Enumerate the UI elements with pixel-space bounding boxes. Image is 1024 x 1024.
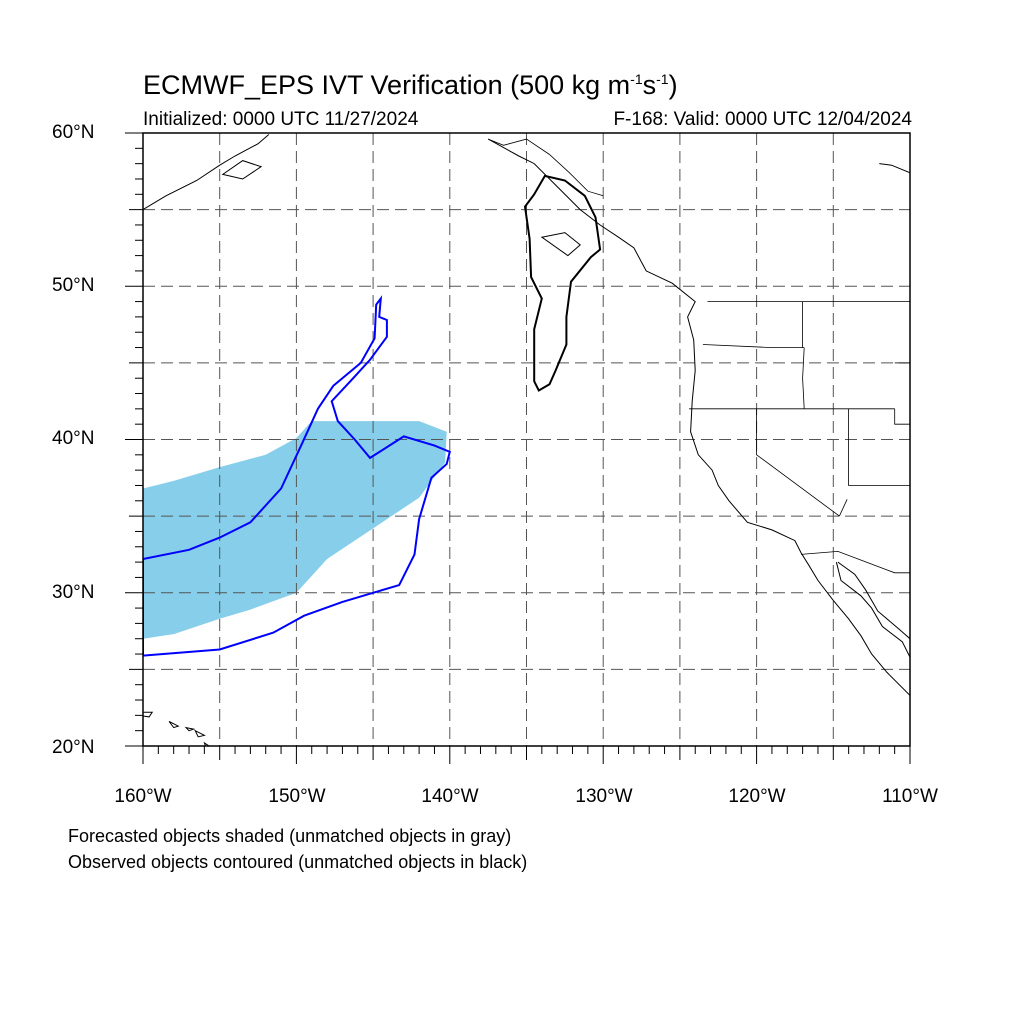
lon-label-130w: 130°W: [575, 786, 633, 807]
state-border: [802, 347, 805, 409]
lat-label-50: 50°N: [52, 275, 95, 296]
legend-observed-note: Observed objects contoured (unmatched ob…: [68, 852, 528, 872]
state-border: [756, 408, 840, 517]
island-kodiak: [221, 160, 263, 180]
island-hawaii: [168, 721, 180, 729]
state-border: [702, 344, 805, 349]
initialized-time: Initialized: 0000 UTC 11/27/2024: [143, 109, 419, 130]
coastline-hudson-area: [879, 163, 910, 174]
state-border: [848, 408, 910, 486]
state-border: [801, 550, 910, 574]
forecast-object-shaded: [143, 421, 447, 639]
lon-label-110w: 110°W: [882, 786, 938, 807]
coastline-baja-east: [835, 561, 910, 658]
observed-object-matched: [143, 295, 451, 657]
island-haida-gwaii: [540, 232, 581, 257]
legend-forecast-note: Forecasted objects shaded (unmatched obj…: [68, 826, 512, 846]
lat-label-60: 60°N: [52, 122, 95, 143]
lon-label-150w: 150°W: [268, 786, 326, 807]
state-border: [894, 408, 910, 425]
map-layers: [143, 133, 910, 746]
lat-label-20: 20°N: [52, 737, 95, 758]
lat-label-40: 40°N: [52, 428, 95, 449]
coastline-mexico-mainland: [837, 561, 910, 640]
state-border: [839, 499, 848, 517]
coastline-alaska: [143, 134, 270, 211]
island-hawaii: [184, 726, 196, 732]
island-hawaii: [143, 711, 154, 718]
lon-label-140w: 140°W: [421, 786, 479, 807]
observed-object-unmatched: [523, 174, 602, 392]
lon-label-160w: 160°W: [114, 786, 172, 807]
island-hawaii: [194, 729, 206, 738]
coastline-north-america: [487, 138, 910, 696]
lat-label-30: 30°N: [52, 582, 95, 603]
map-title: ECMWF_EPS IVT Verification (500 kg m-1s-…: [143, 70, 678, 100]
lon-label-120w: 120°W: [728, 786, 786, 807]
border-alaska-canada: [488, 138, 604, 197]
valid-time: F-168: Valid: 0000 UTC 12/04/2024: [613, 109, 912, 130]
